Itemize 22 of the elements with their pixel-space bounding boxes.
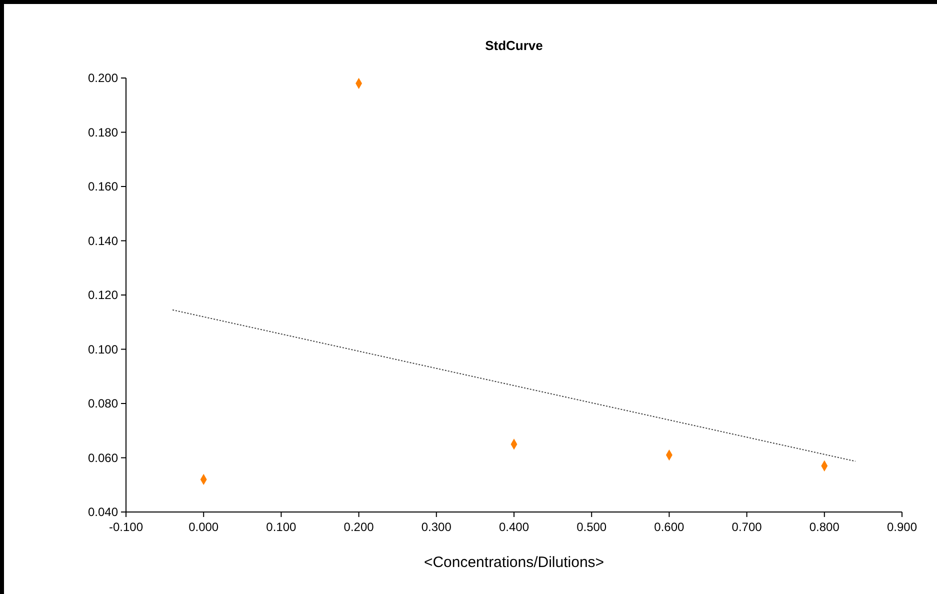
x-tick-label: 0.200 — [344, 520, 374, 534]
chart-title: StdCurve — [485, 38, 543, 53]
x-tick-label: 0.500 — [576, 520, 607, 534]
y-tick-label: 0.200 — [88, 71, 118, 85]
x-axis-title: <Concentrations/Dilutions> — [424, 554, 604, 571]
x-tick-label: 0.900 — [886, 520, 918, 534]
x-tick-label: 0.100 — [266, 520, 297, 534]
y-tick-label: 0.040 — [88, 505, 118, 519]
x-tick-label: 0.400 — [498, 520, 530, 534]
y-tick-label: 0.180 — [88, 125, 118, 140]
x-tick-label: -0.100 — [108, 520, 144, 534]
y-tick-label: 0.100 — [88, 342, 118, 356]
y-tick-label: 0.160 — [88, 180, 118, 194]
x-tick-label: 0.800 — [809, 520, 840, 534]
x-tick-label: 0.000 — [188, 520, 219, 534]
x-tick-label: 0.300 — [421, 520, 452, 534]
y-tick-label: 0.120 — [88, 288, 118, 302]
y-tick-label: 0.060 — [88, 450, 118, 465]
x-tick-label: 0.600 — [654, 520, 685, 534]
y-tick-label: 0.140 — [88, 234, 118, 248]
y-tick-label: 0.080 — [88, 396, 118, 410]
x-tick-label: 0.700 — [732, 520, 762, 534]
